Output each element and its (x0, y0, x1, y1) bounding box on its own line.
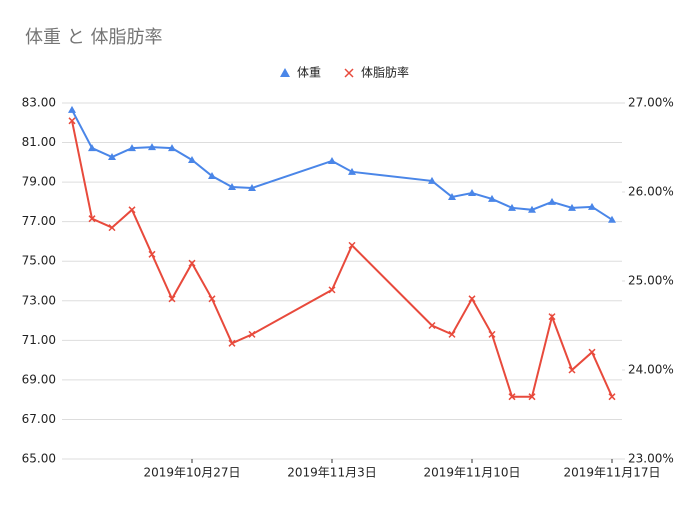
point (188, 155, 196, 163)
point (608, 215, 616, 223)
point (548, 197, 556, 205)
point (228, 339, 236, 347)
point (108, 152, 116, 160)
point (208, 171, 216, 179)
legend-marker (344, 68, 354, 78)
point (588, 202, 596, 210)
point (148, 143, 156, 151)
point (508, 393, 516, 401)
point (228, 183, 236, 191)
y-tick-label: 69.00 (22, 372, 56, 386)
y2-tick-label: 27.00% (628, 96, 674, 110)
point (168, 295, 176, 303)
point (128, 144, 136, 152)
point (428, 176, 436, 184)
point (168, 144, 176, 152)
point (248, 330, 256, 338)
y-tick-label: 81.00 (22, 135, 56, 149)
point (88, 215, 96, 223)
y-tick-label: 75.00 (22, 254, 56, 268)
point (328, 156, 336, 164)
point (508, 203, 516, 211)
point (488, 194, 496, 202)
x-tick-label: 2019年10月27日 (143, 466, 240, 480)
point (528, 205, 536, 213)
point (528, 393, 536, 401)
y-tick-label: 71.00 (22, 333, 56, 347)
y-tick-label: 67.00 (22, 412, 56, 426)
y-tick-label: 65.00 (22, 452, 56, 466)
point (568, 203, 576, 211)
x-tick-label: 2019年11月3日 (287, 466, 376, 480)
legend-marker (280, 68, 290, 77)
point (568, 366, 576, 374)
point (348, 167, 356, 175)
y2-tick-label: 26.00% (628, 185, 674, 199)
y-tick-label: 83.00 (22, 96, 56, 110)
x-tick-label: 2019年11月10日 (423, 466, 520, 480)
y-tick-label: 73.00 (22, 293, 56, 307)
y2-tick-label: 23.00% (628, 452, 674, 466)
point (328, 286, 336, 294)
point (128, 206, 136, 214)
y-tick-label: 77.00 (22, 214, 56, 228)
point (468, 295, 476, 303)
point (248, 184, 256, 192)
point (68, 105, 76, 113)
point (68, 117, 76, 125)
point (108, 224, 116, 232)
point (488, 330, 496, 338)
point (208, 295, 216, 303)
y2-tick-label: 24.00% (628, 363, 674, 377)
y2-tick-label: 25.00% (628, 274, 674, 288)
point (148, 250, 156, 258)
point (588, 348, 596, 356)
series-line (71, 109, 613, 221)
chart-title: 体重 と 体脂肪率 (25, 27, 162, 48)
point (88, 144, 96, 152)
point (468, 188, 476, 196)
point (428, 321, 436, 330)
x-tick-label: 2019年11月17日 (563, 466, 660, 480)
y-tick-label: 79.00 (22, 175, 56, 189)
point (608, 393, 616, 401)
point (348, 241, 356, 249)
legend-label: 体脂肪率 (361, 65, 409, 80)
point (548, 313, 556, 321)
series-line (71, 120, 613, 398)
legend-label: 体重 (297, 66, 321, 80)
point (448, 330, 456, 338)
point (448, 192, 456, 200)
point (188, 259, 196, 267)
